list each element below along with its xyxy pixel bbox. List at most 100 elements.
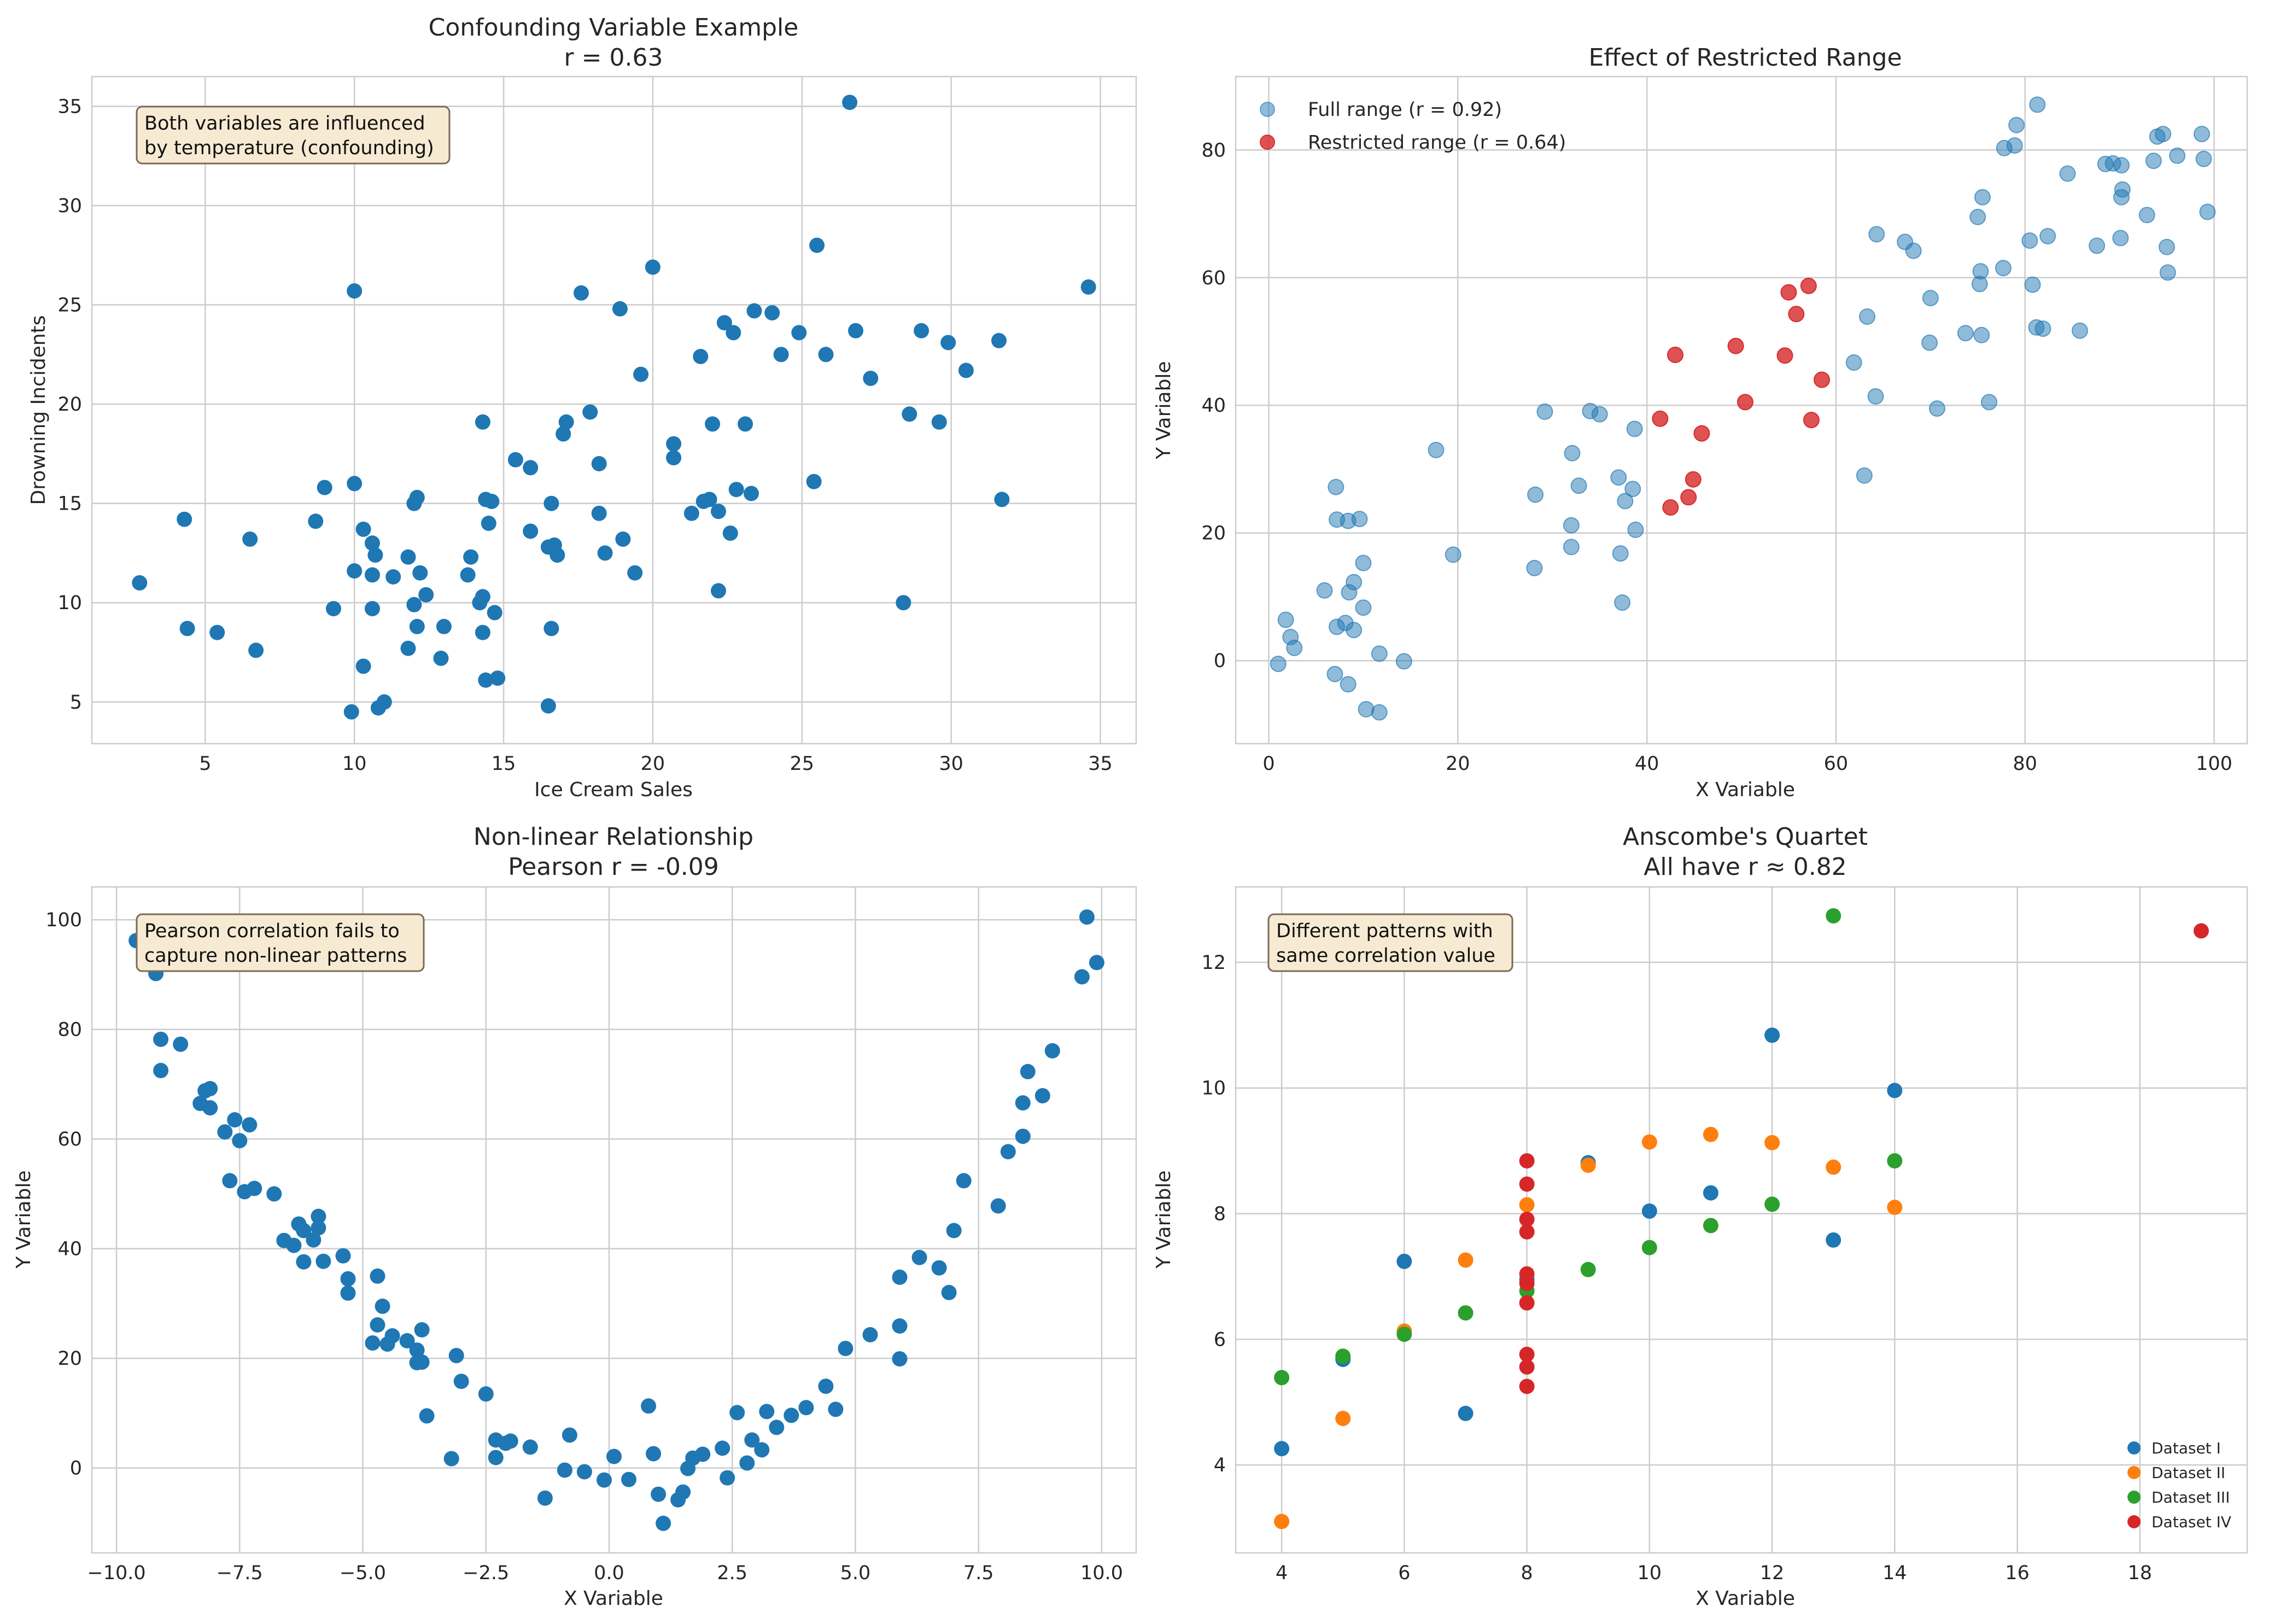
subtitle-confounding: r = 0.63 (564, 44, 663, 72)
data-point-nonlinear-s0 (892, 1351, 908, 1367)
data-point-anscombe-s1 (1764, 1135, 1780, 1150)
data-point-restricted-s0 (1617, 493, 1634, 510)
data-point-anscombe-s2 (1703, 1218, 1718, 1234)
data-point-anscombe-s2 (1396, 1327, 1412, 1342)
x-tick-label-nonlinear: −5.0 (340, 1562, 386, 1584)
data-point-nonlinear-s0 (502, 1433, 518, 1449)
data-point-confounding-s0 (791, 325, 807, 341)
legend-marker-dataset-4 (2127, 1515, 2141, 1528)
data-point-nonlinear-s0 (715, 1440, 730, 1456)
data-point-restricted-s0 (1859, 308, 1875, 325)
y-tick-label-nonlinear: 60 (57, 1129, 82, 1150)
annotation-line-2-anscombe: same correlation value (1276, 945, 1495, 967)
data-point-confounding-s0 (365, 601, 380, 617)
data-point-nonlinear-s0 (414, 1322, 430, 1337)
x-tick-label-anscombe: 10 (1638, 1562, 1662, 1584)
data-point-confounding-s0 (716, 315, 732, 331)
y-tick-label-confounding: 10 (57, 592, 82, 614)
y-tick-label-nonlinear: 0 (70, 1458, 82, 1480)
data-point-confounding-s0 (132, 575, 148, 591)
data-point-nonlinear-s0 (522, 1439, 538, 1455)
data-point-nonlinear-s0 (306, 1232, 321, 1248)
data-point-nonlinear-s0 (399, 1333, 415, 1348)
data-point-restricted-s0 (1610, 469, 1627, 486)
x-tick-label-restricted: 20 (1446, 753, 1470, 775)
data-point-restricted-s0 (1627, 521, 1644, 538)
data-point-nonlinear-s0 (384, 1328, 400, 1343)
data-point-confounding-s0 (666, 436, 682, 452)
data-point-confounding-s0 (523, 523, 539, 539)
data-point-confounding-s0 (809, 237, 825, 253)
data-point-anscombe-s3 (1519, 1176, 1535, 1192)
data-point-confounding-s0 (543, 621, 559, 636)
data-point-restricted-s1 (1667, 347, 1683, 363)
data-point-restricted-s0 (2021, 232, 2038, 249)
data-point-restricted-s0 (1845, 354, 1862, 371)
data-point-nonlinear-s0 (419, 1408, 435, 1424)
data-point-nonlinear-s0 (537, 1490, 553, 1506)
data-point-restricted-s0 (2029, 96, 2046, 113)
data-point-nonlinear-s0 (1074, 969, 1090, 985)
data-point-restricted-s0 (1981, 394, 1997, 411)
y-tick-label-restricted: 0 (1214, 650, 1226, 672)
data-point-restricted-s0 (1563, 517, 1580, 534)
ylabel-restricted: Y Variable (1153, 361, 1175, 459)
data-point-nonlinear-s0 (315, 1253, 331, 1269)
data-point-anscombe-s0 (1703, 1185, 1718, 1201)
data-point-nonlinear-s0 (759, 1404, 775, 1419)
data-point-confounding-s0 (385, 569, 401, 585)
data-point-restricted-s0 (2138, 207, 2155, 224)
x-tick-label-confounding: 10 (342, 753, 367, 775)
data-point-confounding-s0 (523, 460, 539, 476)
data-point-nonlinear-s0 (340, 1285, 356, 1301)
x-tick-label-anscombe: 6 (1398, 1562, 1410, 1584)
data-point-restricted-s0 (1536, 403, 1553, 420)
data-point-restricted-s0 (1346, 622, 1363, 639)
data-point-nonlinear-s0 (729, 1405, 745, 1421)
data-point-confounding-s0 (242, 531, 258, 547)
x-tick-label-restricted: 60 (1824, 753, 1849, 775)
plot-area-restricted (1235, 75, 2248, 745)
y-tick-label-confounding: 30 (57, 195, 82, 217)
data-point-nonlinear-s0 (488, 1450, 504, 1465)
data-point-confounding-s0 (347, 476, 363, 492)
data-point-restricted-s1 (1727, 337, 1744, 354)
ticks-restricted: 0 20 40 60 80 100 0 20 40 60 80 (1201, 139, 2232, 775)
data-point-confounding-s0 (711, 583, 726, 599)
data-point-anscombe-s1 (1458, 1252, 1474, 1268)
data-point-restricted-s0 (2155, 126, 2172, 143)
data-point-confounding-s0 (958, 363, 974, 378)
data-point-restricted-s0 (1526, 559, 1543, 576)
data-point-anscombe-s3 (1519, 1211, 1535, 1227)
data-point-confounding-s0 (726, 325, 741, 341)
data-point-restricted-s1 (1662, 499, 1679, 516)
xlabel-anscombe: X Variable (1696, 1587, 1795, 1610)
data-point-nonlinear-s0 (153, 1031, 169, 1047)
data-point-nonlinear-s0 (818, 1378, 834, 1394)
y-tick-label-nonlinear: 40 (57, 1239, 82, 1260)
data-point-confounding-s0 (317, 480, 332, 495)
data-point-confounding-s0 (179, 621, 195, 636)
title-restricted: Effect of Restricted Range (1588, 44, 1902, 72)
data-point-confounding-s0 (902, 406, 917, 422)
data-point-anscombe-s0 (1826, 1232, 1841, 1248)
data-point-nonlinear-s0 (375, 1298, 390, 1314)
data-point-anscombe-s1 (1519, 1197, 1535, 1213)
data-point-nonlinear-s0 (557, 1462, 572, 1478)
data-point-nonlinear-s0 (1034, 1088, 1050, 1103)
data-point-restricted-s0 (1921, 334, 1938, 351)
data-point-nonlinear-s0 (296, 1254, 312, 1270)
data-point-anscombe-s3 (1519, 1276, 1535, 1292)
y-tick-label-anscombe: 10 (1201, 1078, 1226, 1100)
data-point-anscombe-s3 (1519, 1295, 1535, 1311)
x-tick-label-nonlinear: 0.0 (594, 1562, 624, 1584)
data-point-confounding-s0 (994, 492, 1010, 507)
data-point-nonlinear-s0 (892, 1318, 908, 1334)
subplot-anscombe: Anscombe's Quartet All have r ≈ 0.82 4 6 8… (1153, 823, 2248, 1610)
data-point-confounding-s0 (406, 597, 422, 612)
data-point-confounding-s0 (582, 404, 598, 420)
data-point-confounding-s0 (738, 416, 753, 432)
data-point-anscombe-s0 (1458, 1405, 1474, 1421)
points-anscombe (1274, 908, 2209, 1529)
y-tick-label-restricted: 20 (1201, 523, 1226, 545)
